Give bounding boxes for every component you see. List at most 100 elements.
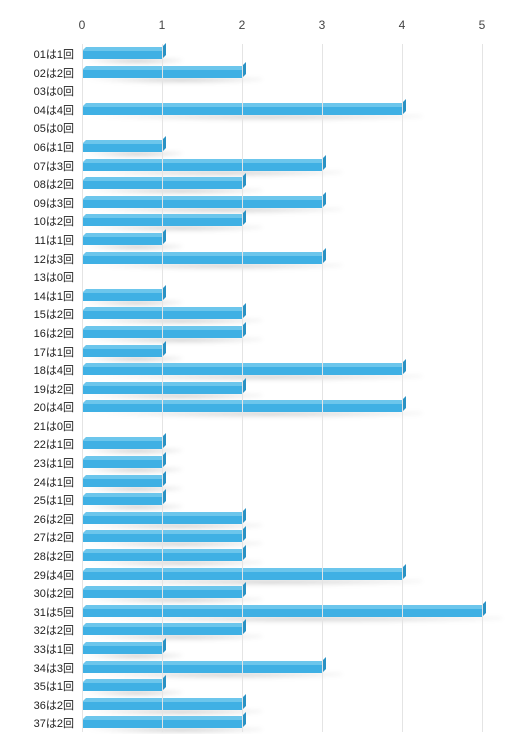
- table-row: 29は4回: [0, 565, 505, 584]
- bar: [82, 140, 162, 152]
- row-label: 05は0回: [4, 120, 74, 136]
- row-label: 14は1回: [4, 288, 74, 304]
- row-label: 27は2回: [4, 529, 74, 545]
- x-tick-label: 3: [319, 18, 326, 32]
- table-row: 02は2回: [0, 63, 505, 82]
- table-row: 01は1回: [0, 44, 505, 63]
- bar: [82, 493, 162, 505]
- row-label: 04は4回: [4, 102, 74, 118]
- bar-chart: 0 1 2 3 4 5 01は1回02は2回03は0回 04は4回 05は0回06は1回 07は…: [0, 0, 505, 734]
- grid-line: [242, 44, 243, 732]
- table-row: 19は2回: [0, 379, 505, 398]
- bar-front-face: [82, 293, 162, 301]
- bar-front-face: [82, 51, 162, 59]
- table-row: 35は1回: [0, 676, 505, 695]
- table-row: 06は1回: [0, 137, 505, 156]
- table-row: 05は0回: [0, 118, 505, 137]
- row-label: 20は4回: [4, 399, 74, 415]
- table-row: 15は2回: [0, 304, 505, 323]
- bar-front-face: [82, 646, 162, 654]
- bar-front-face: [82, 497, 162, 505]
- x-tick-label: 5: [479, 18, 486, 32]
- bar: [82, 233, 162, 245]
- grid-line: [82, 44, 83, 732]
- bar: [82, 345, 162, 357]
- row-label: 24は1回: [4, 474, 74, 490]
- row-label: 23は1回: [4, 455, 74, 471]
- bar-front-face: [82, 609, 482, 617]
- bar: [82, 642, 162, 654]
- row-label: 15は2回: [4, 306, 74, 322]
- bar: [82, 252, 322, 264]
- x-tick-label: 1: [159, 18, 166, 32]
- bar: [82, 475, 162, 487]
- bar-front-face: [82, 144, 162, 152]
- bar-front-face: [82, 349, 162, 357]
- table-row: 13は0回: [0, 267, 505, 286]
- row-label: 29は4回: [4, 567, 74, 583]
- table-row: 04は4回: [0, 100, 505, 119]
- bar: [82, 289, 162, 301]
- row-label: 07は3回: [4, 158, 74, 174]
- bar: [82, 159, 322, 171]
- table-row: 34は3回: [0, 658, 505, 677]
- table-row: 28は2回: [0, 546, 505, 565]
- bar: [82, 437, 162, 449]
- row-label: 33は1回: [4, 641, 74, 657]
- table-row: 11は1回: [0, 230, 505, 249]
- row-label: 03は0回: [4, 83, 74, 99]
- grid-line: [162, 44, 163, 732]
- table-row: 20は4回: [0, 397, 505, 416]
- table-row: 12は3回: [0, 249, 505, 268]
- row-label: 26は2回: [4, 511, 74, 527]
- row-label: 01は1回: [4, 46, 74, 62]
- bar-front-face: [82, 665, 322, 673]
- table-row: 07は3回: [0, 156, 505, 175]
- row-label: 10は2回: [4, 213, 74, 229]
- bar: [82, 196, 322, 208]
- bar-front-face: [82, 479, 162, 487]
- bar: [82, 661, 322, 673]
- row-label: 08は2回: [4, 176, 74, 192]
- bar-front-face: [82, 441, 162, 449]
- x-tick-label: 0: [79, 18, 86, 32]
- row-label: 35は1回: [4, 678, 74, 694]
- row-label: 11は1回: [4, 232, 74, 248]
- table-row: 16は2回: [0, 323, 505, 342]
- row-label: 28は2回: [4, 548, 74, 564]
- grid-line: [482, 44, 483, 732]
- row-label: 19は2回: [4, 381, 74, 397]
- row-label: 12は3回: [4, 251, 74, 267]
- row-label: 13は0回: [4, 269, 74, 285]
- bar-shadow: [82, 728, 262, 734]
- chart-rows: 01は1回02は2回03は0回 04は4回 05は0回06は1回 07は3回 08は2回…: [0, 44, 505, 732]
- table-row: 08は2回: [0, 174, 505, 193]
- bar: [82, 47, 162, 59]
- table-row: 37は2回: [0, 713, 505, 732]
- row-label: 25は1回: [4, 492, 74, 508]
- row-label: 18は4回: [4, 362, 74, 378]
- row-label: 37は2回: [4, 715, 74, 731]
- x-tick-label: 2: [239, 18, 246, 32]
- bar: [82, 605, 482, 617]
- row-label: 22は1回: [4, 436, 74, 452]
- grid-line: [402, 44, 403, 732]
- row-label: 30は2回: [4, 585, 74, 601]
- row-label: 36は2回: [4, 697, 74, 713]
- table-row: 14は1回: [0, 286, 505, 305]
- table-row: 36は2回: [0, 695, 505, 714]
- bar-front-face: [82, 256, 322, 264]
- bar: [82, 456, 162, 468]
- bar: [82, 679, 162, 691]
- row-label: 21は0回: [4, 418, 74, 434]
- table-row: 31は5回: [0, 602, 505, 621]
- table-row: 03は0回: [0, 81, 505, 100]
- bar-front-face: [82, 163, 322, 171]
- table-row: 10は2回: [0, 211, 505, 230]
- table-row: 22は1回: [0, 434, 505, 453]
- table-row: 26は2回: [0, 509, 505, 528]
- table-row: 27は2回: [0, 527, 505, 546]
- row-label: 31は5回: [4, 604, 74, 620]
- x-tick-label: 4: [399, 18, 406, 32]
- row-label: 17は1回: [4, 344, 74, 360]
